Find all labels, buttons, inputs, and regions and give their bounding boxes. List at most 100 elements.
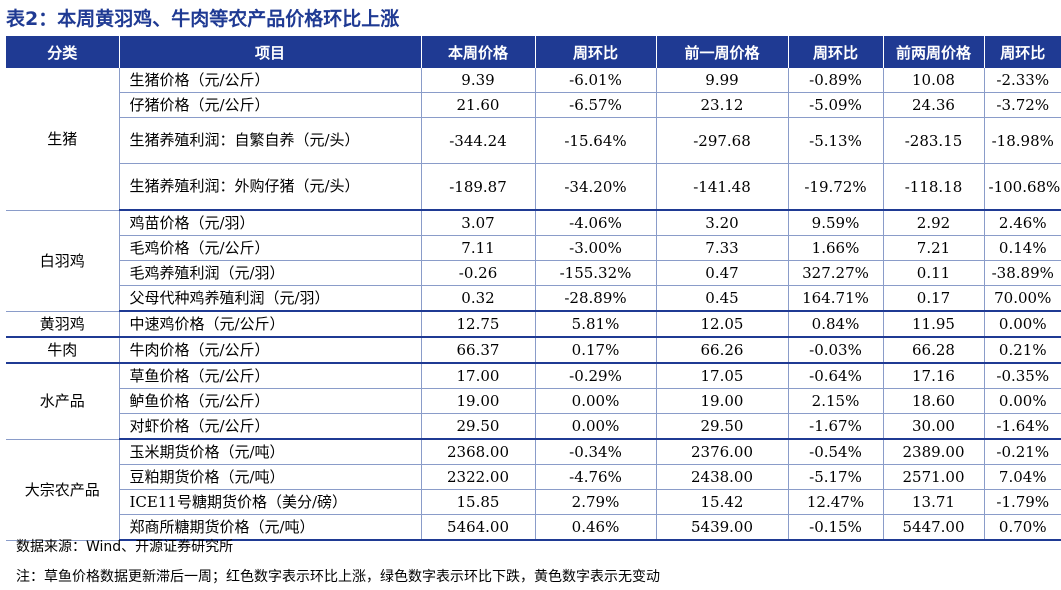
price-cell: 11.95 — [882, 311, 984, 338]
item-cell: 牛肉价格（元/公斤） — [118, 337, 421, 364]
item-cell: 鲈鱼价格（元/公斤） — [118, 388, 421, 414]
price-cell: 19.00 — [655, 388, 788, 414]
item-cell: 仔猪价格（元/公斤） — [118, 92, 421, 118]
change-cell: -1.64% — [983, 413, 1061, 440]
price-cell: 15.85 — [420, 489, 535, 515]
change-cell: 0.17% — [534, 337, 656, 364]
price-cell: -0.26 — [420, 260, 535, 286]
price-cell: 0.17 — [882, 285, 984, 312]
table-row: 牛肉 牛肉价格（元/公斤） 66.37 0.17% 66.26 -0.03% 66.28 0.… — [6, 337, 1061, 364]
price-cell: 5447.00 — [882, 514, 984, 541]
price-cell: -297.68 — [655, 117, 788, 164]
category-cell: 黄羽鸡 — [6, 311, 119, 338]
price-cell: 15.42 — [655, 489, 788, 515]
item-cell: 中速鸡价格（元/公斤） — [118, 311, 421, 338]
table-row: 对虾价格（元/公斤） 29.50 0.00% 29.50 -1.67% 30.00 -1.6… — [6, 413, 1061, 440]
item-cell: 豆粕期货价格（元/吨） — [118, 464, 421, 490]
category-cell: 生猪 — [6, 68, 119, 211]
price-table: 分类 项目 本周价格 周环比 前一周价格 周环比 前两周价格 周环比 生猪 生猪价… — [6, 36, 1061, 541]
price-cell: 5464.00 — [420, 514, 535, 541]
price-cell: 2.92 — [882, 210, 984, 236]
price-cell: 0.47 — [655, 260, 788, 286]
table-row: 毛鸡养殖利润（元/羽） -0.26 -155.32% 0.47 327.27% 0.11-… — [6, 260, 1061, 286]
category-cell: 大宗农产品 — [6, 439, 119, 541]
change-cell: -6.01% — [534, 68, 656, 93]
change-cell: -15.64% — [534, 117, 656, 164]
price-cell: 66.28 — [882, 337, 984, 364]
change-cell: -0.03% — [787, 337, 883, 364]
change-cell: -4.76% — [534, 464, 656, 490]
price-cell: 13.71 — [882, 489, 984, 515]
change-cell: 0.00% — [534, 388, 656, 414]
change-cell: -19.72% — [787, 163, 883, 211]
item-cell: 对虾价格（元/公斤） — [118, 413, 421, 440]
price-cell: 18.60 — [882, 388, 984, 414]
table-row: 豆粕期货价格（元/吨） 2322.00 -4.76% 2438.00 -5.17% 257… — [6, 464, 1061, 490]
change-cell: 70.00% — [983, 285, 1061, 312]
item-cell: 鸡苗价格（元/羽） — [118, 210, 421, 236]
price-cell: 66.37 — [420, 337, 535, 364]
change-cell: -0.21% — [983, 439, 1061, 465]
table-row: 生猪养殖利润：自繁自养（元/头） -344.24 -15.64% -297.68 -5.… — [6, 117, 1061, 164]
price-cell: -141.48 — [655, 163, 788, 211]
table-row: ICE11号糖期货价格（美分/磅） 15.85 2.79% 15.42 12.47% 13… — [6, 489, 1061, 515]
table-row: 生猪 生猪价格（元/公斤） 9.39 -6.01% 9.99 -0.89% 10.08 -2.… — [6, 68, 1061, 211]
item-cell: 郑商所糖期货价格（元/吨） — [118, 514, 421, 541]
price-cell: 2571.00 — [882, 464, 984, 490]
price-cell: 2438.00 — [655, 464, 788, 490]
price-cell: 12.75 — [420, 311, 535, 338]
price-cell: 66.26 — [655, 337, 788, 364]
header-item: 项目 — [118, 36, 421, 68]
header-prev-week-change: 周环比 — [787, 36, 883, 68]
price-cell: 2389.00 — [882, 439, 984, 465]
item-cell: 父母代种鸡养殖利润（元/羽） — [118, 285, 421, 312]
table-row: 白羽鸡 鸡苗价格（元/羽） 3.07 -4.06% 3.20 9.59% 2.92 2.46% — [6, 210, 1061, 312]
footnote: 注：草鱼价格数据更新滞后一周；红色数字表示环比上涨，绿色数字表示环比下跌，黄色数… — [16, 569, 660, 585]
change-cell: -3.00% — [534, 235, 656, 261]
table-row: 黄羽鸡 中速鸡价格（元/公斤） 12.75 5.81% 12.05 0.84% 11.95 0… — [6, 311, 1061, 338]
category-cell: 牛肉 — [6, 337, 119, 364]
source-note: 数据来源：Wind、开源证券研究所 — [16, 539, 234, 555]
change-cell: -18.98% — [983, 117, 1061, 164]
change-cell: 5.81% — [534, 311, 656, 338]
table-row: 鲈鱼价格（元/公斤） 19.00 0.00% 19.00 2.15% 18.60 0.00% — [6, 388, 1061, 414]
header-this-week-change: 周环比 — [534, 36, 656, 68]
header-this-week-price: 本周价格 — [420, 36, 535, 68]
change-cell: 0.70% — [983, 514, 1061, 541]
price-cell: -344.24 — [420, 117, 535, 164]
table-row: 大宗农产品 玉米期货价格（元/吨） 2368.00 -0.34% 2376.00 -0.5… — [6, 439, 1061, 541]
price-cell: 3.07 — [420, 210, 535, 236]
item-cell: 生猪养殖利润：自繁自养（元/头） — [118, 117, 421, 164]
change-cell: 0.21% — [983, 337, 1061, 364]
change-cell: -0.64% — [787, 363, 883, 389]
change-cell: -1.79% — [983, 489, 1061, 515]
change-cell: -38.89% — [983, 260, 1061, 286]
price-cell: 9.39 — [420, 68, 535, 93]
price-cell: 3.20 — [655, 210, 788, 236]
price-cell: 0.32 — [420, 285, 535, 312]
change-cell: 2.46% — [983, 210, 1061, 236]
change-cell: 327.27% — [787, 260, 883, 286]
change-cell: 0.00% — [983, 388, 1061, 414]
change-cell: -5.09% — [787, 92, 883, 118]
change-cell: 0.84% — [787, 311, 883, 338]
change-cell: -34.20% — [534, 163, 656, 211]
price-cell: 7.33 — [655, 235, 788, 261]
change-cell: 12.47% — [787, 489, 883, 515]
change-cell: 9.59% — [787, 210, 883, 236]
change-cell: 0.46% — [534, 514, 656, 541]
change-cell: -6.57% — [534, 92, 656, 118]
change-cell: -0.15% — [787, 514, 883, 541]
price-cell: 10.08 — [882, 68, 984, 93]
change-cell: -0.89% — [787, 68, 883, 93]
item-cell: 毛鸡养殖利润（元/羽） — [118, 260, 421, 286]
change-cell: -155.32% — [534, 260, 656, 286]
change-cell: 0.00% — [983, 311, 1061, 338]
item-cell: 草鱼价格（元/公斤） — [118, 363, 421, 389]
price-cell: 29.50 — [420, 413, 535, 440]
item-cell: ICE11号糖期货价格（美分/磅） — [118, 489, 421, 515]
table-row: 毛鸡价格（元/公斤） 7.11 -3.00% 7.33 1.66% 7.21 0.14% — [6, 235, 1061, 261]
price-cell: 0.45 — [655, 285, 788, 312]
change-cell: 1.66% — [787, 235, 883, 261]
price-cell: 12.05 — [655, 311, 788, 338]
